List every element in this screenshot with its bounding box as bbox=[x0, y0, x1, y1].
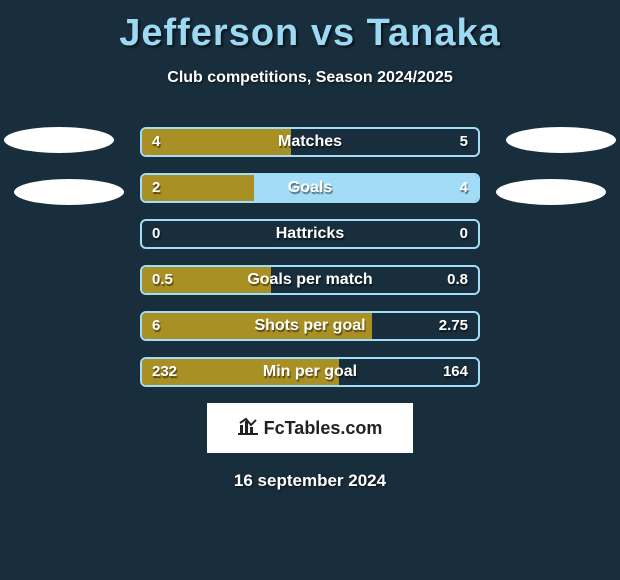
stat-label: Matches bbox=[142, 129, 478, 155]
comparison-chart: 45Matches 24Goals 00Hattricks 0.50.8Goals p… bbox=[0, 127, 620, 387]
stat-row: 0.50.8Goals per match bbox=[140, 265, 480, 295]
team-crest-left bbox=[14, 179, 124, 205]
stat-label: Shots per goal bbox=[142, 313, 478, 339]
stat-label: Min per goal bbox=[142, 359, 478, 385]
team-crest-right bbox=[496, 179, 606, 205]
page-subtitle: Club competitions, Season 2024/2025 bbox=[0, 69, 620, 87]
stat-row: 45Matches bbox=[140, 127, 480, 157]
date-text: 16 september 2024 bbox=[0, 471, 620, 491]
page-title: Jefferson vs Tanaka bbox=[0, 0, 620, 55]
stat-label: Goals bbox=[142, 175, 478, 201]
team-crest-left bbox=[4, 127, 114, 153]
logo-text: FcTables.com bbox=[264, 418, 383, 439]
team-crest-right bbox=[506, 127, 616, 153]
stat-label: Goals per match bbox=[142, 267, 478, 293]
chart-icon bbox=[238, 417, 258, 440]
stat-label: Hattricks bbox=[142, 221, 478, 247]
stat-row: 62.75Shots per goal bbox=[140, 311, 480, 341]
stat-row: 24Goals bbox=[140, 173, 480, 203]
logo-box: FcTables.com bbox=[207, 403, 413, 453]
stat-row: 232164Min per goal bbox=[140, 357, 480, 387]
stat-row: 00Hattricks bbox=[140, 219, 480, 249]
